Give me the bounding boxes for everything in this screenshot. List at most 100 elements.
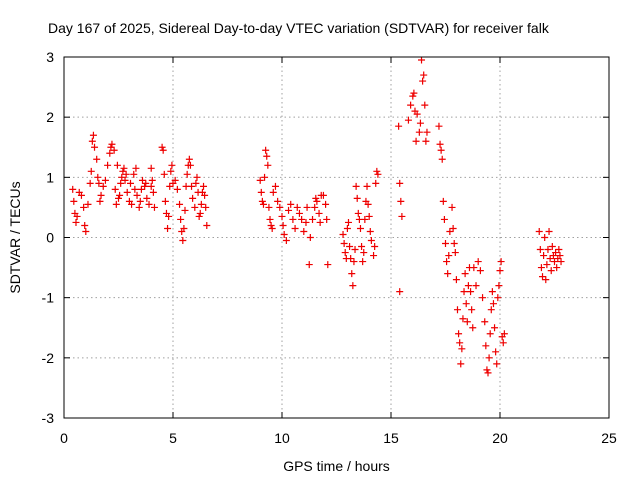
data-point — [497, 258, 505, 266]
data-point — [313, 197, 321, 205]
data-point — [343, 224, 351, 232]
data-point — [551, 258, 558, 266]
data-point — [295, 209, 303, 217]
data-point — [410, 89, 418, 97]
data-point — [316, 218, 324, 226]
data-point — [319, 191, 327, 199]
y-tick-label: 2 — [46, 109, 54, 125]
y-tick-label: -1 — [42, 290, 55, 306]
data-point — [339, 230, 347, 238]
data-point — [495, 282, 503, 290]
data-point — [544, 246, 552, 254]
x-tick-label: 15 — [383, 430, 399, 446]
data-point — [287, 200, 295, 208]
data-point — [349, 282, 357, 290]
data-point — [289, 215, 297, 223]
data-point — [150, 203, 158, 211]
data-point — [70, 197, 78, 205]
data-point — [488, 288, 496, 296]
data-point — [279, 221, 287, 229]
data-point — [86, 179, 94, 187]
data-point — [122, 170, 130, 178]
data-point — [202, 203, 210, 211]
y-tick-label: 0 — [46, 230, 54, 246]
data-point — [73, 212, 81, 220]
data-point — [484, 369, 492, 377]
data-point — [499, 339, 507, 347]
data-point — [469, 324, 477, 332]
data-point — [264, 161, 272, 169]
data-point — [396, 179, 404, 187]
data-point — [107, 143, 115, 151]
data-point — [354, 209, 362, 217]
data-point — [422, 137, 430, 145]
data-point — [420, 71, 428, 79]
data-point — [543, 261, 551, 269]
data-point — [149, 188, 157, 196]
data-point — [540, 252, 548, 260]
data-point — [293, 203, 301, 211]
data-point — [446, 227, 454, 235]
data-point — [303, 203, 311, 211]
y-tick-label: -3 — [42, 410, 55, 426]
data-point — [116, 191, 124, 199]
data-point — [80, 203, 88, 211]
data-point — [553, 264, 561, 272]
data-point — [201, 191, 209, 199]
data-point — [309, 215, 317, 223]
data-point — [268, 224, 276, 232]
data-point — [266, 215, 274, 223]
data-point — [158, 143, 166, 151]
data-point — [443, 258, 451, 266]
data-point — [267, 221, 275, 229]
data-point — [438, 155, 446, 163]
data-point — [113, 161, 121, 169]
data-point — [191, 203, 199, 211]
data-point — [112, 200, 120, 208]
data-point — [141, 182, 149, 190]
data-point — [476, 267, 484, 275]
data-point — [135, 203, 143, 211]
data-point — [143, 194, 151, 202]
data-point — [81, 221, 89, 229]
data-point — [298, 215, 306, 223]
data-point — [448, 203, 456, 211]
data-point — [535, 227, 543, 235]
data-point — [444, 270, 452, 278]
data-point — [147, 182, 155, 190]
data-point — [282, 237, 290, 245]
data-point — [138, 176, 146, 184]
data-point — [104, 161, 112, 169]
data-point — [487, 306, 495, 314]
data-point — [435, 122, 443, 130]
data-point — [186, 161, 194, 169]
data-point — [203, 221, 211, 229]
data-point — [280, 230, 288, 238]
data-point — [177, 215, 185, 223]
data-point — [171, 176, 179, 184]
data-point — [412, 137, 420, 145]
data-point — [371, 243, 379, 251]
data-point — [445, 252, 453, 260]
data-point — [398, 212, 406, 220]
data-point — [440, 215, 448, 223]
data-point — [468, 306, 476, 314]
data-point — [193, 173, 201, 181]
data-point — [181, 206, 189, 214]
data-point — [453, 306, 461, 314]
data-point — [370, 252, 378, 260]
data-point — [159, 146, 167, 154]
data-point — [397, 197, 405, 205]
data-point — [183, 170, 191, 178]
data-point — [552, 249, 560, 257]
data-point — [276, 203, 284, 211]
x-tick-label: 5 — [169, 430, 177, 446]
data-point — [72, 218, 80, 226]
data-point — [557, 258, 565, 266]
data-point — [164, 224, 172, 232]
data-point — [347, 255, 355, 263]
data-point — [418, 56, 426, 64]
data-point — [195, 212, 203, 220]
data-point — [340, 240, 348, 248]
data-point — [437, 146, 445, 154]
